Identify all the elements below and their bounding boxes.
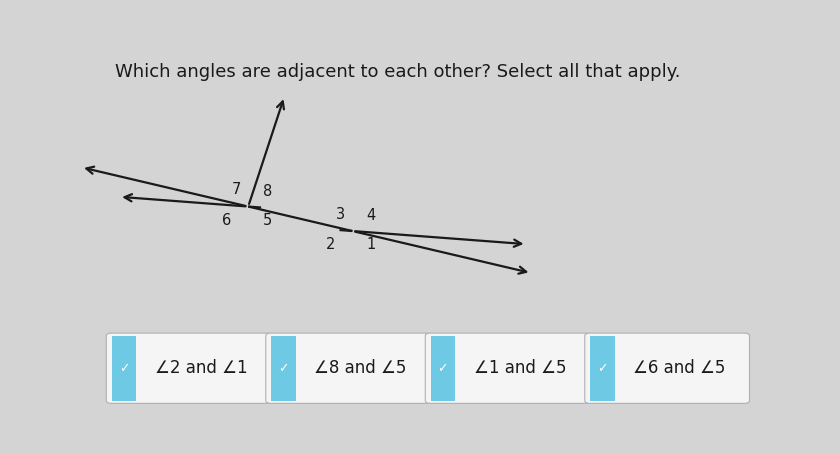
Bar: [431, 336, 455, 400]
Text: ∠2 and ∠1: ∠2 and ∠1: [155, 359, 247, 377]
Text: ✓: ✓: [118, 362, 129, 375]
Text: ✓: ✓: [278, 362, 289, 375]
Text: 5: 5: [263, 213, 272, 228]
Text: 3: 3: [336, 207, 345, 222]
FancyBboxPatch shape: [107, 333, 271, 403]
Text: ∠1 and ∠5: ∠1 and ∠5: [474, 359, 566, 377]
Text: ✓: ✓: [597, 362, 607, 375]
Text: 6: 6: [222, 213, 231, 228]
Text: 2: 2: [326, 237, 335, 252]
FancyBboxPatch shape: [425, 333, 590, 403]
Text: 7: 7: [232, 183, 241, 197]
FancyBboxPatch shape: [265, 333, 431, 403]
Text: ∠8 and ∠5: ∠8 and ∠5: [314, 359, 407, 377]
Bar: [112, 336, 136, 400]
Text: Which angles are adjacent to each other? Select all that apply.: Which angles are adjacent to each other?…: [115, 63, 680, 81]
Text: ✓: ✓: [438, 362, 448, 375]
Text: 4: 4: [367, 208, 376, 223]
Bar: [590, 336, 615, 400]
Text: 1: 1: [367, 237, 376, 252]
Text: 8: 8: [263, 184, 272, 199]
FancyBboxPatch shape: [585, 333, 749, 403]
Bar: [271, 336, 296, 400]
Text: ∠6 and ∠5: ∠6 and ∠5: [633, 359, 726, 377]
